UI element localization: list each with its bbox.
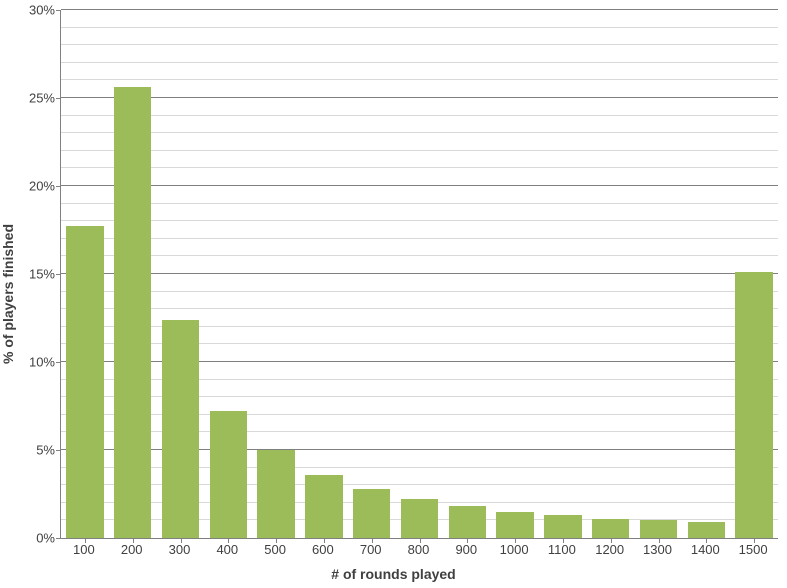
bar	[640, 520, 677, 538]
gridline-minor	[61, 132, 778, 133]
y-tick-label: 25%	[5, 91, 55, 106]
gridline-minor	[61, 62, 778, 63]
x-tick-label: 400	[216, 542, 238, 557]
bar	[66, 226, 103, 538]
gridline-major	[61, 273, 778, 274]
gridline-minor	[61, 308, 778, 309]
y-tick-mark	[56, 186, 61, 187]
bar	[592, 519, 629, 538]
gridline-minor	[61, 150, 778, 151]
y-tick-mark	[56, 10, 61, 11]
x-tick-label: 800	[408, 542, 430, 557]
gridline-minor	[61, 79, 778, 80]
x-tick-label: 100	[73, 542, 95, 557]
bar	[735, 272, 772, 538]
y-axis-title: % of players finished	[0, 224, 16, 364]
gridline-minor	[61, 255, 778, 256]
gridline-major	[61, 97, 778, 98]
bar	[401, 499, 438, 538]
bar	[162, 320, 199, 538]
gridline-minor	[61, 27, 778, 28]
x-tick-label: 700	[360, 542, 382, 557]
gridline-major	[61, 9, 778, 10]
bar	[449, 506, 486, 538]
y-tick-label: 20%	[5, 179, 55, 194]
y-tick-mark	[56, 538, 61, 539]
x-tick-label: 500	[264, 542, 286, 557]
gridline-minor	[61, 167, 778, 168]
y-tick-label: 10%	[5, 355, 55, 370]
x-tick-label: 200	[121, 542, 143, 557]
plot-area	[60, 10, 778, 539]
y-tick-mark	[56, 274, 61, 275]
bar	[305, 475, 342, 538]
bar	[210, 411, 247, 538]
y-tick-mark	[56, 362, 61, 363]
gridline-minor	[61, 238, 778, 239]
x-axis-title: # of rounds played	[331, 566, 455, 582]
bar	[114, 87, 151, 538]
gridline-minor	[61, 291, 778, 292]
bar	[257, 450, 294, 538]
bar-chart: % of players finished # of rounds played…	[0, 0, 787, 588]
y-tick-label: 0%	[5, 531, 55, 546]
x-tick-label: 900	[455, 542, 477, 557]
gridline-minor	[61, 115, 778, 116]
x-tick-label: 300	[169, 542, 191, 557]
bar	[496, 512, 533, 538]
x-tick-label: 600	[312, 542, 334, 557]
x-tick-label: 1200	[595, 542, 624, 557]
gridline-major	[61, 185, 778, 186]
bar	[353, 489, 390, 538]
x-tick-label: 1100	[548, 542, 576, 557]
y-tick-label: 15%	[5, 267, 55, 282]
y-tick-mark	[56, 450, 61, 451]
x-tick-label: 1500	[739, 542, 768, 557]
bar	[544, 515, 581, 538]
y-tick-label: 5%	[5, 443, 55, 458]
x-tick-label: 1300	[643, 542, 672, 557]
x-tick-label: 1000	[500, 542, 529, 557]
x-tick-label: 1400	[691, 542, 720, 557]
gridline-minor	[61, 44, 778, 45]
gridline-minor	[61, 203, 778, 204]
bar	[688, 522, 725, 538]
y-tick-mark	[56, 98, 61, 99]
gridline-minor	[61, 220, 778, 221]
y-tick-label: 30%	[5, 3, 55, 18]
